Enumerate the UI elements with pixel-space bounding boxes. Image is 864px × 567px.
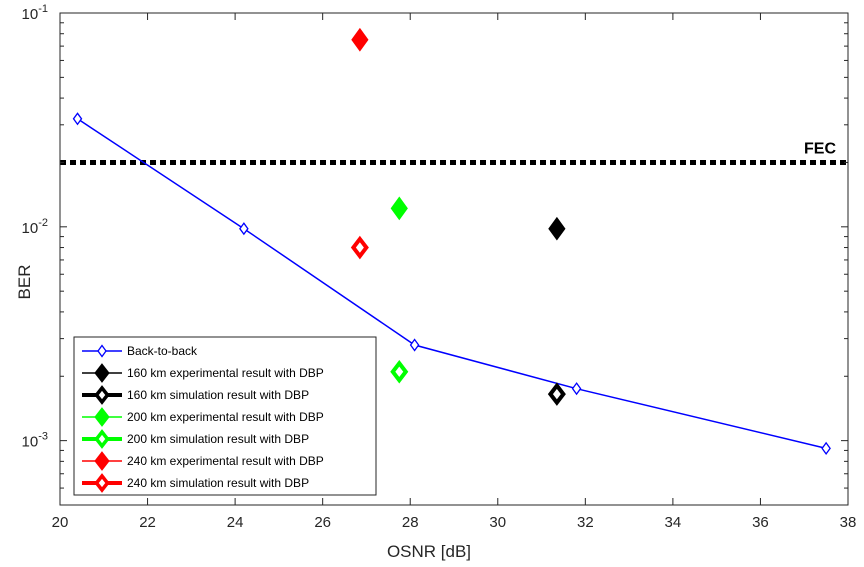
legend-entry: 200 km experimental result with DBP — [82, 407, 324, 427]
legend-label: Back-to-back — [127, 344, 198, 358]
legend-entry: 200 km simulation result with DBP — [82, 429, 309, 449]
legend-label: 200 km experimental result with DBP — [127, 410, 324, 424]
legend-entry: Back-to-back — [82, 344, 198, 358]
x-tick-label: 34 — [665, 514, 682, 531]
legend-label: 160 km simulation result with DBP — [127, 388, 309, 402]
legend-swatch-marker — [94, 363, 110, 383]
data-point — [571, 382, 582, 396]
series-1 — [72, 112, 831, 455]
data-point — [547, 382, 566, 406]
data-point — [350, 235, 369, 260]
legend-box — [73, 336, 377, 496]
data-point — [390, 359, 409, 384]
axes: 20 22 24 26 28 30 32 34 36 38 10-3 10-2 10-1 — [22, 3, 857, 531]
series-3 — [547, 382, 566, 406]
data-point — [409, 338, 420, 352]
legend-entry: 240 km simulation result with DBP — [82, 473, 309, 493]
x-tick-label: 24 — [227, 514, 244, 531]
legend-label: 240 km simulation result with DBP — [127, 476, 309, 490]
legend-label: 200 km simulation result with DBP — [127, 432, 309, 446]
series-6 — [351, 27, 369, 52]
x-tick-label: 26 — [314, 514, 331, 531]
y-tick-label: 10-1 — [22, 3, 48, 23]
y-tick-label: 10-2 — [22, 217, 48, 237]
series-5 — [390, 359, 409, 384]
x-tick-label: 36 — [752, 514, 769, 531]
axes-box — [59, 12, 849, 506]
series-4 — [390, 196, 408, 221]
y-tick-label: 10-3 — [22, 431, 48, 451]
legend: Back-to-back 160 km experimental result w… — [73, 336, 377, 496]
data-point — [351, 27, 369, 52]
x-tick-label: 22 — [139, 514, 156, 531]
x-tick-label: 38 — [840, 514, 857, 531]
series-7 — [350, 235, 369, 260]
data-point — [548, 216, 566, 241]
data-point — [239, 222, 249, 236]
x-tick-label: 20 — [52, 514, 69, 531]
x-axis-label: OSNR [dB] — [387, 542, 471, 561]
legend-entry: 160 km simulation result with DBP — [82, 385, 309, 405]
series-2 — [548, 216, 566, 241]
legend-entry: 240 km experimental result with DBP — [82, 451, 324, 471]
legend-entry: 160 km experimental result with DBP — [82, 363, 324, 383]
legend-swatch-marker — [94, 385, 110, 405]
fec-label: FEC — [804, 140, 836, 157]
data-point — [72, 112, 83, 126]
legend-label: 160 km experimental result with DBP — [127, 366, 324, 380]
legend-swatch-marker — [94, 473, 110, 493]
legend-label: 240 km experimental result with DBP — [127, 454, 324, 468]
legend-swatch-marker — [94, 451, 110, 471]
x-tick-label: 28 — [402, 514, 419, 531]
x-tick-label: 32 — [577, 514, 594, 531]
data-point — [821, 441, 831, 455]
legend-swatch-marker — [94, 429, 110, 449]
data-point — [390, 196, 408, 221]
legend-swatch-marker — [97, 344, 107, 358]
x-tick-label: 30 — [489, 514, 506, 531]
y-axis-label: BER — [15, 265, 34, 300]
legend-swatch-marker — [94, 407, 110, 427]
